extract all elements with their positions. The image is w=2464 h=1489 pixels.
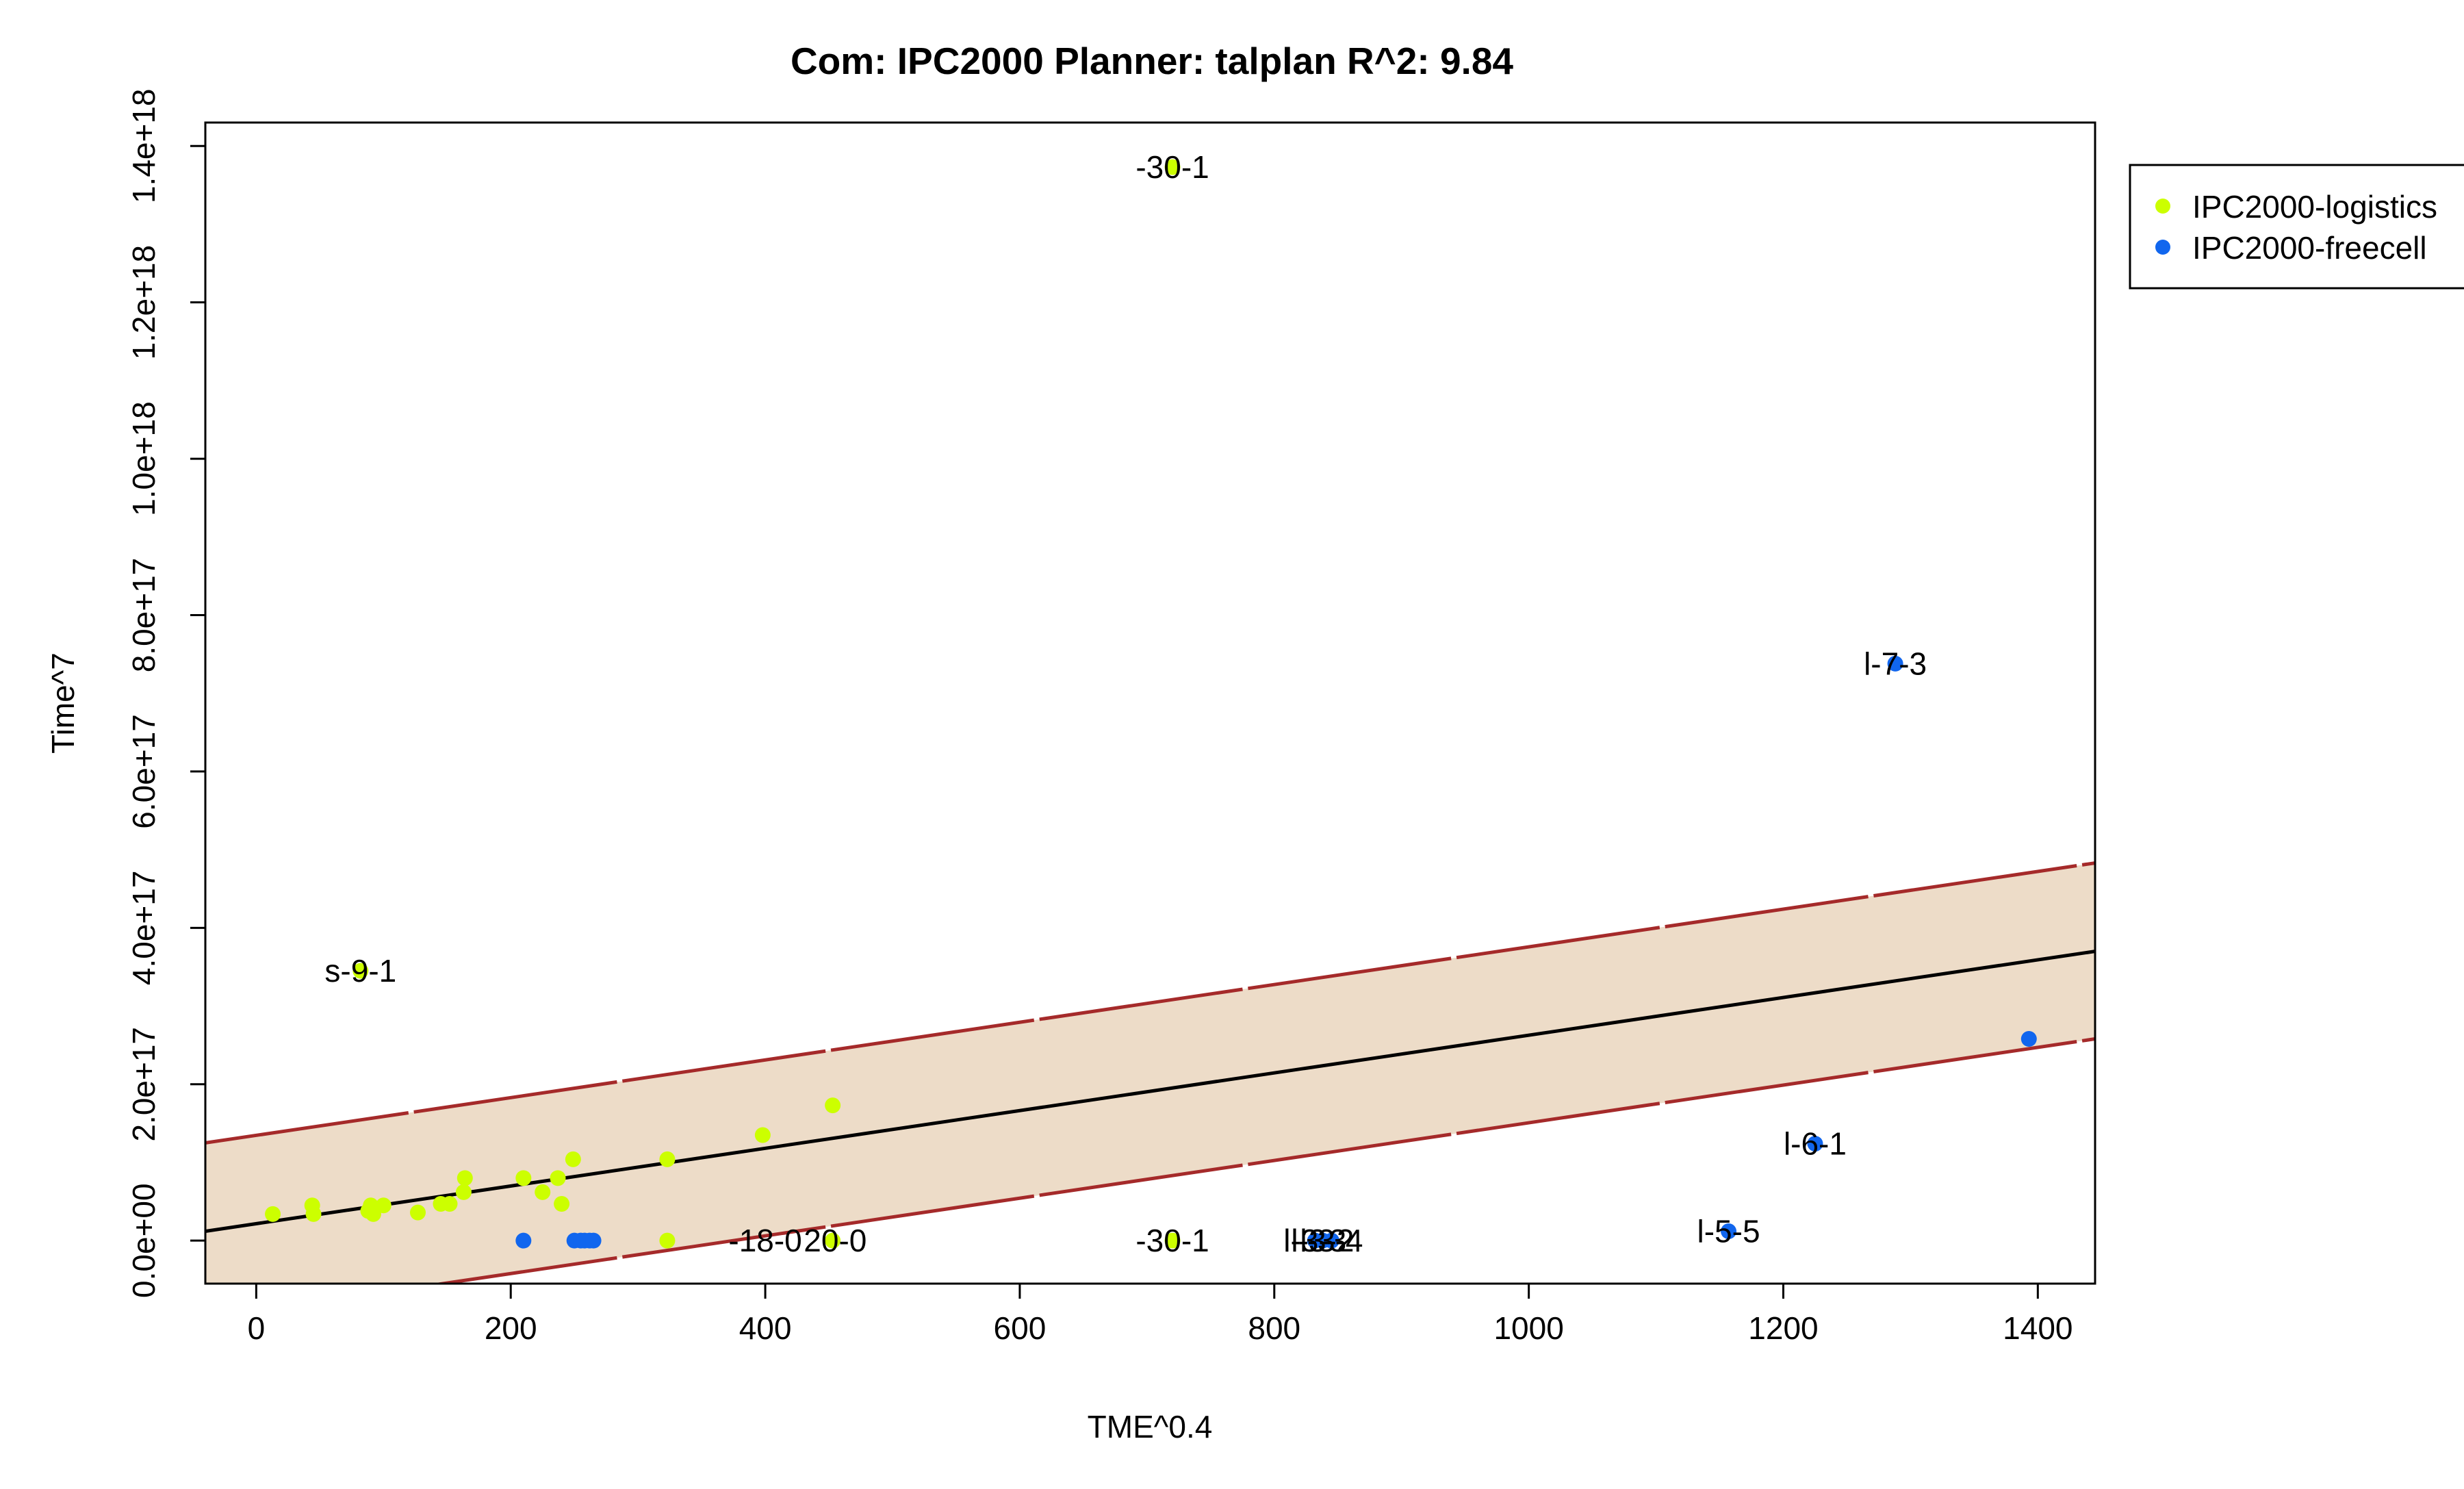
point-label-3: l-6-1 xyxy=(1784,1126,1847,1162)
legend-label-freecell: IPC2000-freecell xyxy=(2192,230,2427,266)
point-ipc2000-logistics-20 xyxy=(352,963,369,979)
x-tick-label-0: 0 xyxy=(248,1310,266,1346)
legend-marker-logistics xyxy=(2155,199,2170,214)
point-ipc2000-logistics-19 xyxy=(825,1097,841,1114)
point-label-5: -18-0 xyxy=(728,1223,801,1258)
y-tick-label-0: 0.0e+00 xyxy=(126,1183,162,1298)
y-tick-label-6: 1.2e+18 xyxy=(126,245,162,360)
point-ipc2000-logistics-15 xyxy=(554,1196,570,1212)
point-ipc2000-logistics-12 xyxy=(515,1170,532,1186)
point-ipc2000-logistics-16 xyxy=(565,1151,581,1167)
confidence-band xyxy=(205,863,2095,1284)
point-ipc2000-freecell-12 xyxy=(2020,1031,2037,1047)
point-ipc2000-logistics-13 xyxy=(535,1184,551,1200)
x-axis: 0 200 400 600 800 1000 1200 1400 xyxy=(248,1282,2073,1346)
point-ipc2000-freecell-0 xyxy=(515,1232,532,1249)
point-label-0: -30-1 xyxy=(1135,149,1209,185)
band-lower-line xyxy=(431,1037,2095,1284)
legend-marker-freecell xyxy=(2155,240,2170,255)
y-tick-label-4: 8.0e+17 xyxy=(126,558,162,673)
point-ipc2000-logistics-9 xyxy=(441,1196,458,1212)
x-tick-label-1: 200 xyxy=(485,1310,537,1346)
point-label-1: l-7-3 xyxy=(1864,646,1927,681)
x-tick-label-2: 400 xyxy=(739,1310,792,1346)
y-axis-label: Time^7 xyxy=(45,652,81,754)
point-ipc2000-logistics-11 xyxy=(457,1170,473,1186)
point-ipc2000-logistics-24 xyxy=(1164,1232,1181,1249)
point-label-7: -30-1 xyxy=(1135,1223,1209,1258)
point-label-8: l-3-3 xyxy=(1283,1223,1346,1258)
y-axis: 0.0e+00 2.0e+17 4.0e+17 6.0e+17 8.0e+17 1.0e+… xyxy=(126,88,207,1298)
point-ipc2000-logistics-21 xyxy=(1164,159,1181,175)
x-tick-label-4: 800 xyxy=(1248,1310,1300,1346)
x-tick-label-5: 1000 xyxy=(1493,1310,1563,1346)
point-ipc2000-freecell-11 xyxy=(1887,655,1903,672)
point-ipc2000-logistics-6 xyxy=(375,1197,392,1214)
point-ipc2000-logistics-23 xyxy=(825,1232,841,1249)
point-ipc2000-logistics-18 xyxy=(754,1127,771,1143)
legend: IPC2000-logistics IPC2000-freecell xyxy=(2129,164,2464,290)
legend-box xyxy=(2129,164,2464,290)
point-ipc2000-freecell-10 xyxy=(1807,1136,1823,1152)
plot-region xyxy=(205,159,2095,1284)
point-ipc2000-logistics-10 xyxy=(455,1184,472,1200)
point-ipc2000-freecell-9 xyxy=(1721,1223,1737,1239)
point-labels: -30-1 l-7-3 s-9-1 l-6-1 l-5-5 -18-0 20-0 -30-1 l… xyxy=(324,149,1927,1258)
y-tick-label-3: 6.0e+17 xyxy=(126,714,162,829)
point-label-4: l-5-5 xyxy=(1697,1213,1760,1249)
point-label-2: s-9-1 xyxy=(324,953,396,989)
y-tick-label-5: 1.0e+18 xyxy=(126,401,162,516)
point-ipc2000-logistics-17 xyxy=(659,1151,676,1167)
legend-label-logistics: IPC2000-logistics xyxy=(2192,189,2437,225)
band-upper-line xyxy=(205,861,2095,1145)
chart-title: Com: IPC2000 Planner: talplan R^2: 9.84 xyxy=(791,40,1513,82)
point-ipc2000-freecell-5 xyxy=(585,1232,602,1249)
x-tick-label-3: 600 xyxy=(994,1310,1047,1346)
point-ipc2000-logistics-14 xyxy=(550,1170,566,1186)
y-tick-label-7: 1.4e+18 xyxy=(126,88,162,203)
y-tick-label-1: 2.0e+17 xyxy=(126,1027,162,1142)
x-tick-label-6: 1200 xyxy=(1748,1310,1818,1346)
point-ipc2000-logistics-0 xyxy=(265,1206,281,1222)
point-label-9: l-3-4 xyxy=(1300,1223,1363,1258)
point-ipc2000-logistics-22 xyxy=(659,1232,676,1249)
point-ipc2000-logistics-2 xyxy=(305,1206,322,1222)
x-tick-label-7: 1400 xyxy=(2003,1310,2072,1346)
point-ipc2000-freecell-8 xyxy=(1323,1232,1339,1249)
x-axis-label: TME^0.4 xyxy=(1088,1409,1213,1445)
point-label-6: 20-0 xyxy=(804,1223,867,1258)
point-label-10: l-3-2 xyxy=(1291,1223,1354,1258)
y-tick-label-2: 4.0e+17 xyxy=(126,871,162,986)
point-ipc2000-logistics-7 xyxy=(409,1204,426,1221)
